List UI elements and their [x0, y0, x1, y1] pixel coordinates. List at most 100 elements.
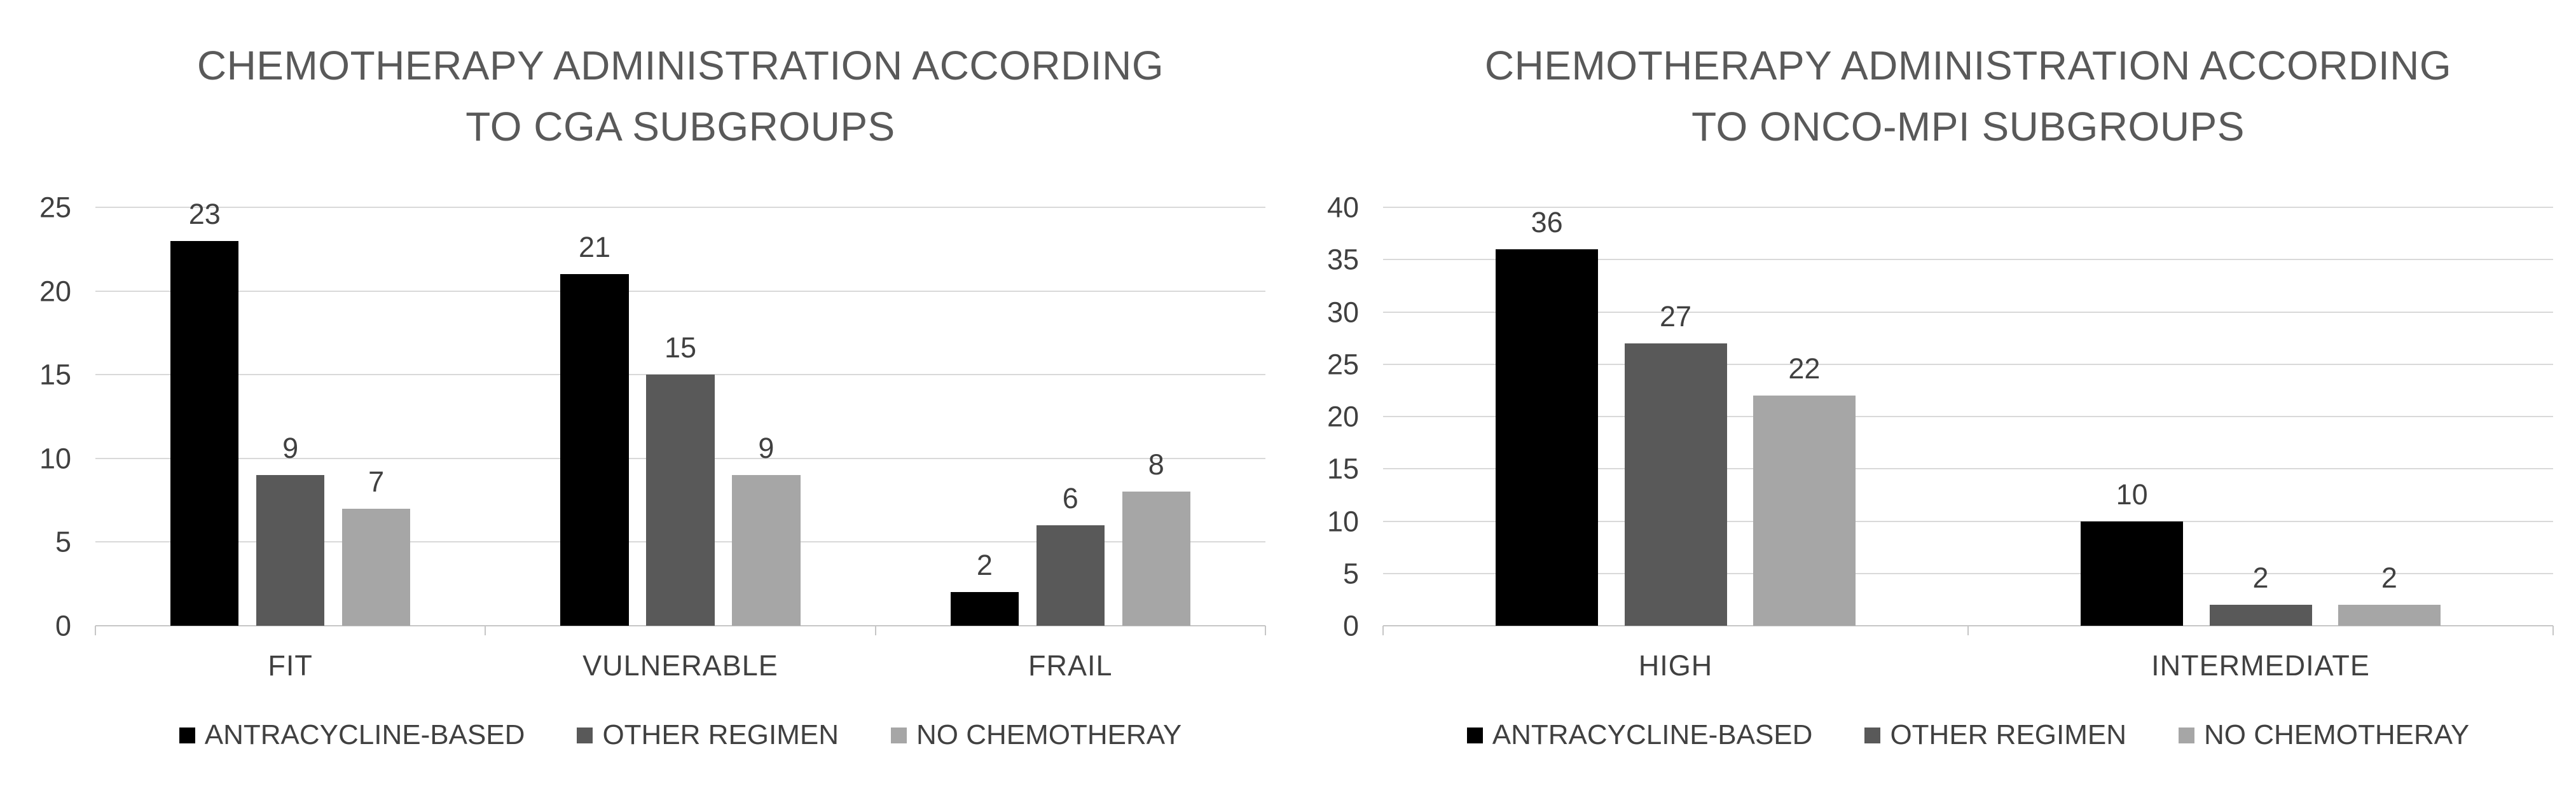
legend-swatch-no-chemotheray [891, 727, 907, 743]
bar-slot-frail-antracycline-based: 2 [950, 207, 1019, 626]
category-axis-tick [1382, 626, 1384, 635]
gridline-15 [1383, 468, 2553, 470]
legend-item-no-chemotheray: NO CHEMOTHERAY [2179, 721, 2469, 749]
plot-area: 23 9 7 21 15 9 2 6 8 [95, 200, 1266, 635]
gridline-5 [1383, 572, 2553, 574]
gridline-0 [95, 625, 1265, 626]
value-label-high-antracycline-based: 36 [1531, 205, 1563, 238]
bar-slot-fit-no-chemotheray: 7 [341, 207, 411, 626]
category-label-high: HIGH [1638, 649, 1713, 682]
category-axis-tick [1967, 626, 1969, 635]
x-axis: FIT VULNERABLE FRAIL [95, 651, 1265, 680]
legend-label-no-chemotheray: NO CHEMOTHERAY [2204, 719, 2470, 750]
chart-title-line-2: TO CGA SUBGROUPS [465, 104, 895, 149]
bar-frail-antracycline-based [950, 592, 1019, 626]
y-tick-label-0: 0 [1342, 609, 1359, 642]
bar-intermediate-no-chemotheray [2338, 605, 2441, 626]
legend-swatch-other-regimen [1864, 727, 1881, 743]
bar-group-high: 36 27 22 [1383, 207, 1968, 626]
bar-slot-intermediate-other-regimen: 2 [2209, 207, 2312, 626]
gridline-30 [1383, 311, 2553, 313]
legend-swatch-no-chemotheray [2179, 727, 2195, 743]
y-tick-label-20: 20 [39, 275, 71, 308]
bar-high-other-regimen [1624, 343, 1727, 626]
value-label-vulnerable-no-chemotheray: 9 [758, 432, 775, 465]
y-tick-label-0: 0 [55, 609, 71, 642]
legend-label-no-chemotheray: NO CHEMOTHERAY [916, 719, 1182, 750]
bar-frail-other-regimen [1036, 525, 1105, 626]
bar-slot-high-no-chemotheray: 22 [1753, 207, 1856, 626]
legend-swatch-antracycline-based [1466, 727, 1483, 743]
y-tick-label-15: 15 [1326, 452, 1359, 485]
value-label-intermediate-no-chemotheray: 2 [2381, 562, 2397, 595]
bar-slot-intermediate-antracycline-based: 10 [2081, 207, 2184, 626]
gridline-25 [1383, 363, 2553, 365]
legend-item-other-regimen: OTHER REGIMEN [577, 721, 839, 749]
chart-onco-mpi-subgroups: CHEMOTHERAPY ADMINISTRATION ACCORDING TO… [1288, 0, 2575, 800]
legend-item-antracycline-based: ANTRACYCLINE-BASED [179, 721, 525, 749]
legend-item-other-regimen: OTHER REGIMEN [1864, 721, 2126, 749]
legend-label-antracycline-based: ANTRACYCLINE-BASED [204, 719, 525, 750]
bar-vulnerable-antracycline-based [560, 274, 629, 626]
category-axis-tick [2552, 626, 2554, 635]
bar-group-intermediate: 10 2 2 [1968, 207, 2553, 626]
chart-title-line-2: TO ONCO-MPI SUBGROUPS [1691, 104, 2245, 149]
bar-slot-frail-no-chemotheray: 8 [1122, 207, 1190, 626]
y-tick-label-35: 35 [1326, 243, 1359, 276]
value-label-frail-antracycline-based: 2 [976, 549, 993, 582]
category-axis-tick [1265, 626, 1266, 635]
legend-item-antracycline-based: ANTRACYCLINE-BASED [1466, 719, 1813, 750]
gridline-40 [1383, 207, 2553, 208]
category-label-vulnerable: VULNERABLE [582, 649, 778, 682]
plot-area: 36 27 22 10 2 2 [1382, 207, 2554, 635]
y-tick-label-10: 10 [1326, 505, 1359, 537]
gridline-20 [1383, 416, 2553, 417]
value-label-frail-no-chemotheray: 8 [1148, 448, 1164, 481]
category-axis-tick [485, 626, 486, 635]
legend-label-other-regimen: OTHER REGIMEN [602, 719, 839, 750]
value-label-vulnerable-other-regimen: 15 [664, 331, 697, 364]
y-tick-label-40: 40 [1326, 191, 1359, 224]
y-axis: 0 5 10 15 20 25 30 35 40 [1288, 193, 1359, 640]
category-label-fit: FIT [268, 649, 313, 682]
y-tick-label-20: 20 [1326, 400, 1359, 433]
y-axis: 0 5 10 15 20 25 [0, 193, 71, 640]
bar-group-frail: 2 6 8 [876, 207, 1265, 626]
bar-fit-antracycline-based [170, 240, 239, 626]
bar-group-fit: 23 9 7 [95, 200, 485, 626]
bar-high-antracycline-based [1496, 249, 1599, 626]
bar-fit-no-chemotheray [341, 508, 411, 626]
y-tick-label-30: 30 [1326, 296, 1359, 328]
chart-title-line-1: CHEMOTHERAPY ADMINISTRATION ACCORDING [1484, 43, 2452, 88]
y-tick-label-10: 10 [39, 442, 71, 475]
value-label-intermediate-other-regimen: 2 [2252, 562, 2269, 595]
legend-label-antracycline-based: ANTRACYCLINE-BASED [1492, 719, 1813, 750]
category-axis-tick [95, 626, 96, 635]
gridline-10 [1383, 520, 2553, 522]
x-axis: HIGH INTERMEDIATE [1383, 651, 2553, 680]
chart-title: CHEMOTHERAPY ADMINISTRATION ACCORDING TO… [1383, 35, 2553, 157]
legend: ANTRACYCLINE-BASED OTHER REGIMEN NO CHEMOT… [95, 721, 1265, 749]
value-label-frail-other-regimen: 6 [1062, 482, 1078, 515]
gridline-25 [95, 207, 1265, 208]
category-label-intermediate: INTERMEDIATE [2151, 649, 2370, 682]
bar-intermediate-antracycline-based [2081, 521, 2184, 626]
legend-swatch-antracycline-based [179, 727, 195, 743]
value-label-vulnerable-antracycline-based: 21 [579, 231, 611, 264]
y-tick-label-25: 25 [39, 191, 71, 224]
gridline-20 [95, 290, 1265, 292]
value-label-fit-other-regimen: 9 [282, 432, 299, 465]
legend-swatch-other-regimen [577, 727, 593, 743]
bar-slot-intermediate-no-chemotheray: 2 [2338, 207, 2441, 626]
bar-slot-high-other-regimen: 27 [1624, 207, 1727, 626]
bar-fit-other-regimen [256, 475, 325, 626]
category-label-frail: FRAIL [1028, 649, 1113, 682]
legend-label-other-regimen: OTHER REGIMEN [1890, 719, 2127, 750]
bar-high-no-chemotheray [1753, 396, 1856, 626]
bar-intermediate-other-regimen [2209, 605, 2312, 626]
value-label-fit-no-chemotheray: 7 [368, 465, 385, 498]
chart-title-line-1: CHEMOTHERAPY ADMINISTRATION ACCORDING [196, 43, 1164, 88]
value-label-high-no-chemotheray: 22 [1788, 352, 1821, 385]
legend: ANTRACYCLINE-BASED OTHER REGIMEN NO CHEMOT… [1383, 721, 2553, 749]
